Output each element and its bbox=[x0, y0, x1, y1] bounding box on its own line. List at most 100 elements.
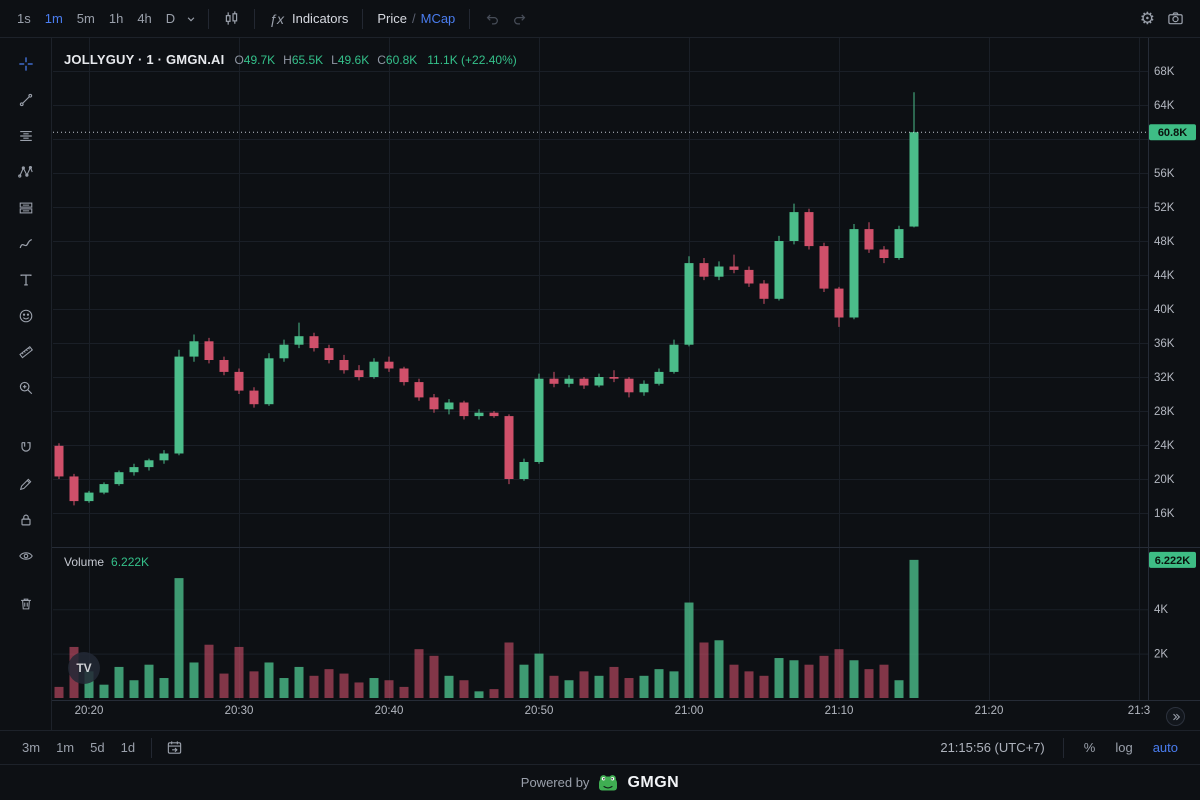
high-label: H bbox=[283, 53, 292, 67]
low-value: 49.6K bbox=[337, 53, 370, 67]
price-toggle-label[interactable]: Price bbox=[377, 11, 407, 26]
measure-tool-button[interactable] bbox=[12, 338, 40, 366]
pencil-icon bbox=[19, 478, 31, 491]
timeframe-1s-button[interactable]: 1s bbox=[10, 7, 38, 30]
bottom-toolbar-right: 21:15:56 (UTC+7) % log auto bbox=[934, 737, 1186, 758]
svg-text:16K: 16K bbox=[1154, 508, 1175, 520]
fib-retracement-icon bbox=[19, 130, 32, 142]
svg-text:21:00: 21:00 bbox=[675, 705, 704, 717]
magnet-tool-button[interactable] bbox=[12, 434, 40, 462]
ruler-icon bbox=[18, 346, 33, 359]
svg-text:64K: 64K bbox=[1154, 100, 1175, 112]
open-value: 49.7K bbox=[243, 53, 276, 67]
camera-icon bbox=[1168, 12, 1183, 25]
timeframe-menu-button[interactable] bbox=[182, 12, 200, 26]
toolbar-divider bbox=[1062, 737, 1064, 758]
log-scale-button[interactable]: log bbox=[1107, 737, 1140, 758]
svg-text:20K: 20K bbox=[1154, 474, 1175, 486]
svg-text:20:20: 20:20 bbox=[75, 705, 104, 717]
timeframe-1m-button[interactable]: 1m bbox=[38, 7, 70, 30]
timeframe-5m-button[interactable]: 5m bbox=[70, 7, 102, 30]
redo-icon bbox=[514, 14, 526, 25]
toolbar-divider bbox=[151, 737, 153, 758]
timeframe-1d-button[interactable]: D bbox=[159, 7, 182, 30]
change-value: 11.1K (+22.40%) bbox=[427, 53, 517, 67]
hide-drawings-tool-button[interactable] bbox=[12, 542, 40, 570]
svg-text:20:30: 20:30 bbox=[225, 705, 254, 717]
chevron-down-icon bbox=[187, 16, 195, 21]
mcap-toggle-label[interactable]: MCap bbox=[420, 11, 456, 26]
toolbar-divider bbox=[362, 8, 364, 29]
undo-button[interactable] bbox=[478, 8, 506, 30]
svg-text:4K: 4K bbox=[1154, 604, 1168, 616]
emoji-tool-button[interactable] bbox=[12, 302, 40, 330]
svg-text:68K: 68K bbox=[1154, 66, 1175, 78]
auto-scale-button[interactable]: auto bbox=[1145, 737, 1186, 758]
svg-text:28K: 28K bbox=[1154, 406, 1175, 418]
range-5d-button[interactable]: 5d bbox=[82, 737, 112, 758]
tradingview-logo[interactable]: TV bbox=[68, 652, 100, 684]
draw-mode-tool-button[interactable] bbox=[12, 470, 40, 498]
chart-style-button[interactable] bbox=[217, 7, 246, 30]
toolbar-divider bbox=[208, 8, 210, 29]
remove-drawings-tool-button[interactable] bbox=[12, 590, 40, 618]
svg-text:36K: 36K bbox=[1154, 338, 1175, 350]
svg-text:20:50: 20:50 bbox=[525, 705, 554, 717]
clock-timezone-button[interactable]: 21:15:56 (UTC+7) bbox=[934, 739, 1050, 756]
screenshot-button[interactable] bbox=[1161, 7, 1190, 30]
symbol-title[interactable]: JOLLYGUY · 1 · GMGN.AI bbox=[64, 52, 225, 67]
xabcd-pattern-icon bbox=[17, 165, 33, 178]
crosshair-tool-button[interactable] bbox=[12, 50, 40, 78]
xabcd-pattern-tool-button[interactable] bbox=[12, 158, 40, 186]
range-1d-button[interactable]: 1d bbox=[113, 737, 143, 758]
trend-line-tool-button[interactable] bbox=[12, 86, 40, 114]
redo-button[interactable] bbox=[506, 8, 534, 30]
zoom-tool-button[interactable] bbox=[12, 374, 40, 402]
emoji-icon bbox=[19, 309, 32, 323]
top-toolbar: 1s 1m 5m 1h 4h D ƒx Indicators Price / M… bbox=[0, 0, 1200, 38]
svg-text:20:40: 20:40 bbox=[375, 705, 404, 717]
svg-text:52K: 52K bbox=[1154, 202, 1175, 214]
ohlc-values: O49.7K H65.5K L49.6K C60.8K bbox=[234, 53, 417, 67]
footer: Powered by GMGN bbox=[0, 764, 1200, 800]
volume-value: 6.222K bbox=[111, 555, 150, 569]
range-1m-button[interactable]: 1m bbox=[48, 737, 82, 758]
volume-label: Volume bbox=[64, 555, 105, 569]
powered-by-label: Powered by bbox=[520, 775, 590, 790]
fib-retracement-tool-button[interactable] bbox=[12, 122, 40, 150]
indicators-label: Indicators bbox=[291, 11, 349, 26]
svg-text:2K: 2K bbox=[1154, 649, 1168, 661]
range-3m-button[interactable]: 3m bbox=[14, 737, 48, 758]
gear-icon: ⚙ bbox=[1139, 9, 1155, 28]
text-tool-button[interactable] bbox=[12, 266, 40, 294]
close-label: C bbox=[377, 53, 386, 67]
chart-legend: JOLLYGUY · 1 · GMGN.AI O49.7K H65.5K L49… bbox=[64, 52, 517, 67]
percent-scale-button[interactable]: % bbox=[1076, 737, 1104, 758]
eye-icon bbox=[18, 552, 33, 560]
timeframe-4h-button[interactable]: 4h bbox=[130, 7, 158, 30]
undo-icon bbox=[486, 14, 499, 25]
tradingview-logo-text: TV bbox=[76, 661, 92, 675]
go-to-realtime-button[interactable] bbox=[1166, 707, 1185, 726]
price-mcap-toggle[interactable]: Price / MCap bbox=[371, 8, 461, 29]
brush-tool-button[interactable] bbox=[12, 230, 40, 258]
axis-labels[interactable]: 68K 64K 56K 52K 48K 44K 40K 36K 32K 28K 24K 20K 16K 4… bbox=[75, 66, 1175, 717]
indicators-button[interactable]: ƒx Indicators bbox=[263, 8, 354, 30]
svg-text:40K: 40K bbox=[1154, 304, 1175, 316]
candles-icon bbox=[225, 11, 238, 25]
magnet-icon bbox=[20, 442, 31, 452]
lock-tool-button[interactable] bbox=[12, 506, 40, 534]
svg-text:32K: 32K bbox=[1154, 372, 1175, 384]
settings-button[interactable]: ⚙ bbox=[1134, 8, 1161, 29]
gmgn-frog-icon bbox=[599, 774, 618, 790]
toolbar-divider bbox=[254, 8, 256, 29]
svg-text:6.222K: 6.222K bbox=[1155, 555, 1191, 567]
timeframe-1h-button[interactable]: 1h bbox=[102, 7, 130, 30]
volume-series bbox=[54, 559, 919, 698]
go-to-date-button[interactable] bbox=[160, 736, 189, 759]
high-value: 65.5K bbox=[291, 53, 324, 67]
long-position-tool-button[interactable] bbox=[12, 194, 40, 222]
volume-legend: Volume 6.222K bbox=[64, 555, 149, 569]
text-icon bbox=[19, 274, 32, 286]
